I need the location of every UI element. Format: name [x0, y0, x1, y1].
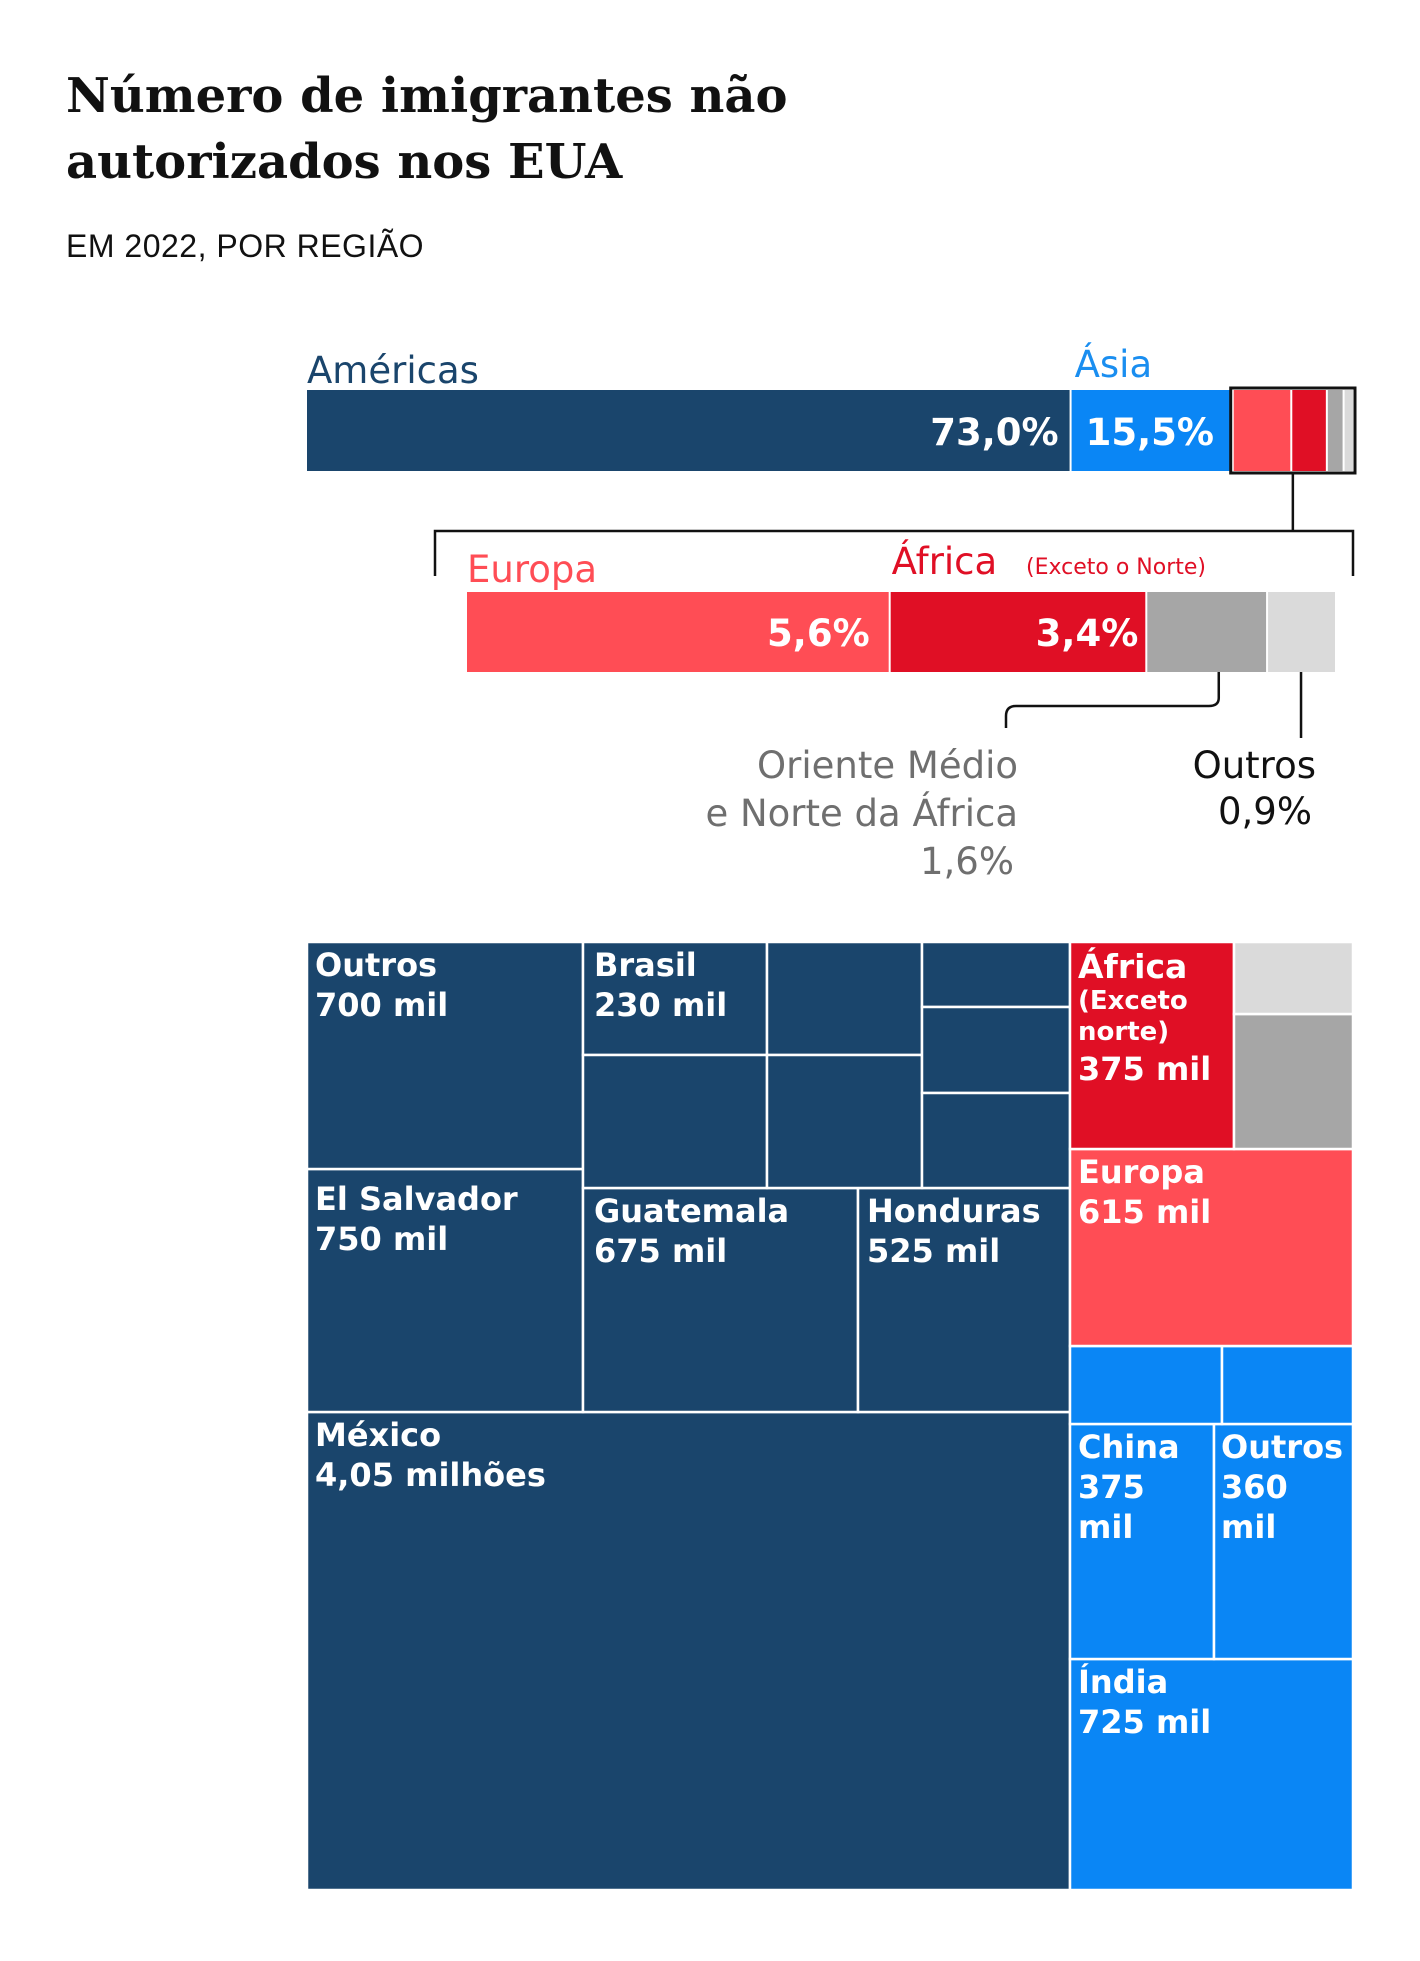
mena-name-line2: e Norte da África: [705, 791, 1018, 835]
treemap-label-europa-name: Europa: [1078, 1153, 1205, 1191]
bar-label-americas: 73,0%: [930, 411, 1058, 454]
zoom-segment-europa: [467, 592, 890, 672]
bar-segment-europa: [1232, 390, 1292, 471]
bar-segment-americas: [307, 390, 1071, 471]
bar-segment-outros: [1343, 390, 1353, 471]
zoom-segment-africa: [889, 592, 1147, 672]
treemap-label-guatemala-name: Guatemala: [594, 1192, 789, 1230]
treemap-label-brasil-name: Brasil: [594, 946, 697, 984]
treemap-label-outros-asia-value-unit: mil: [1221, 1508, 1276, 1546]
treemap-cell-mena-cell-20: [1232, 1012, 1355, 1151]
treemap-label-mexico-name: México: [315, 1416, 441, 1454]
treemap-label-el-salvador-name: El Salvador: [315, 1180, 518, 1218]
outros-value: 0,9%: [1218, 790, 1312, 833]
chart-title-line1: Número de imigrantes não: [66, 68, 788, 124]
bar-annotations: 5,6% 3,4% Europa África (Exceto o Norte) Orie…: [433, 386, 1357, 883]
treemap-cell-americas-cell-6: [765, 940, 924, 1057]
treemap-label-outros-americas-name: Outros: [315, 946, 437, 984]
treemap-cell-europa-europa: [1068, 1147, 1355, 1348]
treemap-label-brasil-value: 230 mil: [594, 986, 727, 1024]
treemap-cell-outros-cell-21: [1232, 940, 1355, 1016]
mena-value: 1,6%: [920, 840, 1014, 883]
treemap-cell-americas-cell-10: [920, 1005, 1072, 1095]
treemap-cell-asia-outros: [1212, 1422, 1355, 1661]
outros-name: Outros: [1193, 744, 1316, 787]
treemap-cell-americas-honduras: [856, 1186, 1072, 1414]
treemap-cell-americas-el-salvador: [305, 1167, 585, 1414]
treemap-label-india-value: 725 mil: [1078, 1703, 1211, 1741]
treemap-label-outros-asia-value-number: 360: [1221, 1468, 1288, 1506]
zoom-note-africa: (Exceto o Norte): [1026, 555, 1206, 580]
chart-title-line2: autorizados nos EUA: [66, 134, 623, 190]
treemap-label-africa-note2: norte): [1078, 1017, 1169, 1047]
bar-label-asia: 15,5%: [1086, 411, 1214, 454]
treemap-cell-americas-cell-9: [920, 940, 1072, 1009]
treemap-cell-americas-guatemala: [581, 1186, 860, 1414]
treemap-cell-americas-brasil: [581, 940, 769, 1057]
treemap-label-india-name: Índia: [1078, 1663, 1168, 1701]
treemap-label-europa-value: 615 mil: [1078, 1193, 1211, 1231]
mena-leader-line: [1004, 672, 1221, 728]
treemap-cell-asia-china: [1068, 1422, 1216, 1661]
treemap-cell-americas-cell-11: [920, 1091, 1072, 1190]
treemap-label-africa-value: 375 mil: [1078, 1050, 1211, 1088]
treemap-cell-africa-frica: [1068, 940, 1236, 1151]
zoom-label-africa: 3,4%: [1036, 612, 1139, 655]
chart-subtitle: EM 2022, POR REGIÃO: [66, 228, 424, 264]
bar-name-asia: Ásia: [1075, 342, 1153, 386]
treemap-label-china-name: China: [1078, 1428, 1180, 1466]
treemap-cell-americas-m-xico: [305, 1410, 1072, 1892]
treemap-cell-asia-ndia: [1068, 1657, 1355, 1892]
treemap-label-china-value-number: 375: [1078, 1468, 1145, 1506]
treemap-label-mexico-value: 4,05 milhões: [315, 1456, 546, 1494]
treemap-label-honduras-value: 525 mil: [867, 1232, 1000, 1270]
bar-name-americas: Américas: [307, 349, 479, 392]
treemap-label-china-value-unit: mil: [1078, 1508, 1133, 1546]
zoom-label-europa: 5,6%: [767, 612, 870, 655]
bar-segment-africa: [1291, 390, 1327, 471]
treemap-cell-americas-cell-8: [765, 1053, 924, 1190]
treemap-cell-americas-cell-7: [581, 1053, 769, 1190]
treemap-cell-asia-cell-16: [1068, 1344, 1224, 1426]
bar-segment-mena: [1326, 390, 1344, 471]
treemap-label-africa-name: África: [1078, 946, 1187, 986]
treemap-label-guatemala-value: 675 mil: [594, 1232, 727, 1270]
treemap-cell-asia-cell-17: [1220, 1344, 1355, 1426]
treemap-label-africa-note1: (Exceto: [1078, 986, 1188, 1016]
zoom-name-africa: África: [892, 539, 998, 583]
zoom-segment-outros: [1267, 592, 1335, 672]
treemap-label-el-salvador-value: 750 mil: [315, 1220, 448, 1258]
bar-segment-asia: [1070, 390, 1233, 471]
zoom-name-europa: Europa: [467, 548, 597, 591]
mena-name-line1: Oriente Médio: [757, 744, 1018, 787]
treemap-cell-americas-outros: [305, 940, 585, 1171]
zoom-bracket: [433, 529, 1355, 576]
zoom-segment-mena: [1146, 592, 1268, 672]
treemap-label-outros-americas-value: 700 mil: [315, 986, 448, 1024]
treemap-label-honduras-name: Honduras: [867, 1192, 1041, 1230]
treemap-label-outros-asia-name: Outros: [1221, 1428, 1343, 1466]
stacked-bars: 73,0% 15,5% Américas Ásia: [307, 342, 1353, 471]
